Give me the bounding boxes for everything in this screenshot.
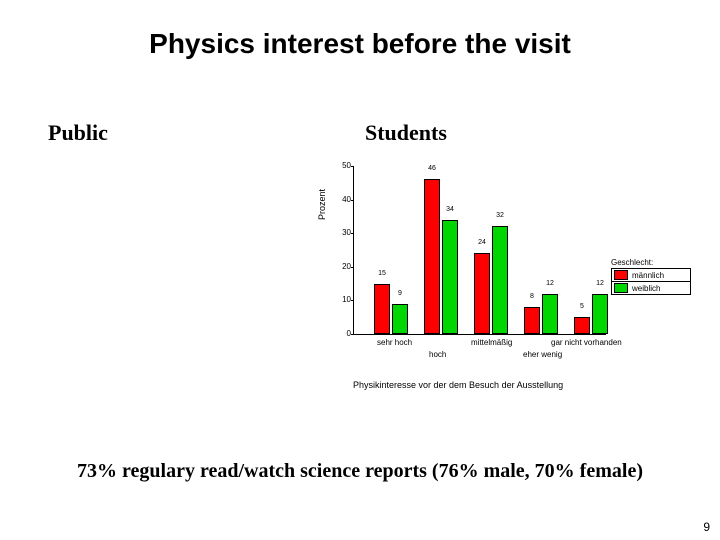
slide: { "title": "Physics interest before the … <box>0 0 720 540</box>
y-tick-mark <box>351 300 353 301</box>
legend-swatch <box>614 270 628 280</box>
x-category-label: mittelmäßig <box>471 338 512 347</box>
legend-label: weiblich <box>632 284 660 293</box>
column-label-public: Public <box>48 120 108 146</box>
x-category-label: eher wenig <box>523 350 562 359</box>
bar <box>374 284 390 334</box>
bar-value-label: 32 <box>492 212 508 219</box>
bar-value-label: 5 <box>574 303 590 310</box>
bar-value-label: 46 <box>424 165 440 172</box>
bar <box>424 179 440 334</box>
bar <box>442 220 458 334</box>
legend: Geschlecht: männlich weiblich <box>611 258 691 295</box>
bar <box>542 294 558 334</box>
bar <box>574 317 590 334</box>
y-tick-mark <box>351 267 353 268</box>
y-tick-mark <box>351 334 353 335</box>
x-category-label: sehr hoch <box>377 338 412 347</box>
legend-item: männlich <box>611 268 691 282</box>
bar-value-label: 15 <box>374 270 390 277</box>
bar-value-label: 12 <box>542 280 558 287</box>
y-tick-mark <box>351 166 353 167</box>
legend-swatch <box>614 283 628 293</box>
bar <box>592 294 608 334</box>
y-tick-label: 40 <box>337 195 351 204</box>
y-tick-mark <box>351 233 353 234</box>
y-tick-mark <box>351 200 353 201</box>
x-category-label: hoch <box>429 350 446 359</box>
bottom-note: 73% regulary read/watch science reports … <box>0 460 720 483</box>
column-label-students: Students <box>365 120 447 146</box>
page-number: 9 <box>703 520 710 534</box>
bar-value-label: 24 <box>474 239 490 246</box>
y-tick-label: 20 <box>337 262 351 271</box>
bar-value-label: 34 <box>442 206 458 213</box>
legend-title: Geschlecht: <box>611 258 691 267</box>
x-category-label: gar nicht vorhanden <box>551 338 622 347</box>
legend-item: weiblich <box>611 281 691 295</box>
bar-value-label: 12 <box>592 280 608 287</box>
bar <box>392 304 408 334</box>
y-tick-label: 10 <box>337 295 351 304</box>
y-axis-label: Prozent <box>317 189 327 220</box>
students-chart: Prozent 15946342432812512 01020304050 se… <box>315 160 695 430</box>
bar <box>492 226 508 334</box>
y-tick-label: 50 <box>337 161 351 170</box>
y-tick-label: 0 <box>337 329 351 338</box>
bar <box>524 307 540 334</box>
bar-value-label: 8 <box>524 293 540 300</box>
slide-title: Physics interest before the visit <box>0 28 720 60</box>
plot-area: 15946342432812512 <box>353 166 606 335</box>
bar <box>474 253 490 334</box>
bar-value-label: 9 <box>392 290 408 297</box>
y-tick-label: 30 <box>337 228 351 237</box>
legend-label: männlich <box>632 271 664 280</box>
chart-caption: Physikinteresse vor der dem Besuch der A… <box>353 380 653 390</box>
